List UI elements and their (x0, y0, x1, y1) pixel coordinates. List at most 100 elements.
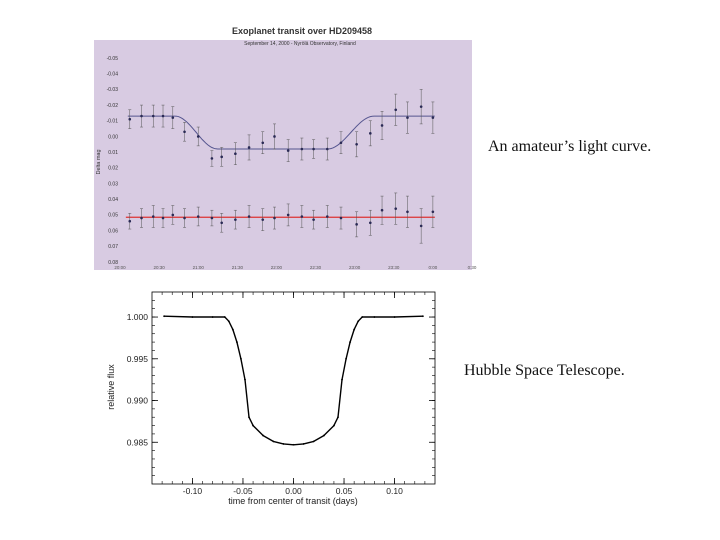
light-curve-point (211, 316, 214, 318)
target-data-point (325, 147, 329, 151)
light-curve-point (163, 315, 166, 318)
y-tick-label: -0.01 (107, 119, 119, 125)
amateur-light-curve-chart: Exoplanet transit over HD209458 Septembe… (94, 26, 477, 270)
comparison-data-point (171, 213, 175, 217)
target-data-point (419, 105, 423, 108)
comparison-data-point (286, 213, 290, 217)
target-data-point (369, 132, 372, 135)
light-curve-point (302, 443, 305, 445)
x-tick-label: -0.05 (233, 486, 253, 496)
target-data-point (286, 149, 290, 152)
chart-title: Exoplanet transit over HD209458 (232, 26, 372, 36)
light-curve-point (421, 315, 424, 318)
light-curve-point (292, 443, 295, 446)
y-tick-label: 0.00 (108, 134, 118, 140)
light-curve-point (262, 434, 265, 437)
x-tick-label: 20:00 (114, 265, 126, 270)
x-tick-label: 20:30 (153, 265, 165, 270)
light-curve-point (341, 378, 343, 381)
target-data-point (300, 147, 304, 151)
light-curve-point (353, 328, 356, 331)
y-tick-label: 0.08 (108, 260, 118, 266)
y-tick-label: 0.04 (108, 197, 118, 203)
target-data-point (140, 114, 143, 118)
comparison-data-point (261, 218, 265, 221)
comparison-data-point (325, 215, 329, 218)
x-tick-label: 0.10 (386, 486, 403, 496)
y-tick-label: 0.05 (108, 213, 118, 219)
caption-amateur-light-curve: An amateur’s light curve. (488, 138, 652, 155)
comparison-data-point (220, 221, 223, 225)
light-curve-point (282, 443, 285, 445)
target-data-point (339, 141, 343, 145)
transit-model-line (127, 115, 435, 150)
light-curve-point (393, 316, 396, 318)
comparison-data-point (419, 224, 423, 228)
comparison-data-point (210, 216, 214, 220)
plot-frame (151, 291, 436, 485)
x-tick-label: 0.00 (285, 486, 302, 496)
light-curve-point (337, 416, 339, 419)
y-tick-label: 0.985 (127, 437, 149, 447)
y-tick-label: -0.04 (107, 71, 119, 77)
chart-panel-background (94, 40, 472, 270)
x-tick-label: 21:00 (193, 265, 205, 270)
comparison-data-point (339, 216, 343, 220)
light-curve-point (373, 316, 376, 318)
comparison-data-point (247, 215, 251, 218)
target-data-point (151, 114, 155, 118)
light-curve-point (252, 424, 254, 427)
x-tick-label: 0.05 (336, 486, 353, 496)
y-tick-label: 0.07 (108, 244, 118, 250)
x-tick-label: 22:30 (310, 265, 322, 270)
light-curve-point (357, 320, 360, 323)
comparison-data-point (406, 210, 409, 214)
light-curve-point (223, 316, 226, 318)
target-data-point (220, 155, 223, 159)
light-curve-point (248, 416, 250, 419)
light-curve-point (349, 341, 351, 343)
comparison-data-point (196, 215, 200, 218)
y-tick-label: 0.06 (108, 228, 118, 234)
light-curve-point (312, 440, 315, 443)
x-tick-label: 23:30 (388, 265, 400, 270)
x-tick-label: 22:00 (271, 265, 283, 270)
target-data-point (380, 124, 384, 127)
target-data-point (128, 117, 132, 121)
comparison-data-point (394, 207, 398, 210)
target-data-point (261, 141, 265, 145)
comparison-data-point (369, 221, 372, 225)
data-points-layer (128, 89, 435, 244)
hubble-light-curve-line (164, 315, 423, 446)
comparison-data-point (355, 223, 358, 226)
x-axis-label: time from center of transit (days) (228, 496, 358, 506)
chart-subtitle: September 14, 2000 - Nyrölä Observatory,… (244, 41, 356, 47)
y-tick-label: 0.990 (127, 396, 149, 406)
light-curve-point (345, 357, 347, 360)
x-tick-label: -0.10 (183, 486, 203, 496)
target-data-point (196, 135, 200, 138)
target-data-point (273, 135, 276, 138)
y-tick-label: -0.02 (107, 103, 119, 109)
comparison-data-point (380, 208, 384, 212)
target-data-point (171, 116, 175, 119)
comparison-data-point (300, 215, 304, 218)
y-axis-label: Delta mag (96, 149, 102, 174)
light-curve-point (244, 378, 246, 381)
light-curve-point (272, 440, 275, 443)
comparison-data-point (234, 218, 237, 221)
y-axis-label: relative flux (106, 364, 116, 410)
target-data-point (247, 146, 251, 149)
light-curve-point (227, 320, 230, 323)
y-tick-label: 1.000 (127, 312, 149, 322)
target-data-point (394, 108, 398, 112)
comparison-data-point (183, 216, 186, 220)
comparison-data-point (128, 219, 132, 223)
light-curve-layer (163, 315, 424, 446)
x-tick-label: 0:00 (429, 265, 438, 270)
light-curve-point (231, 328, 234, 331)
comparison-data-point (312, 218, 315, 221)
target-data-point (431, 116, 435, 119)
y-tick-label: 0.01 (108, 150, 118, 156)
y-tick-label: -0.05 (107, 56, 119, 62)
